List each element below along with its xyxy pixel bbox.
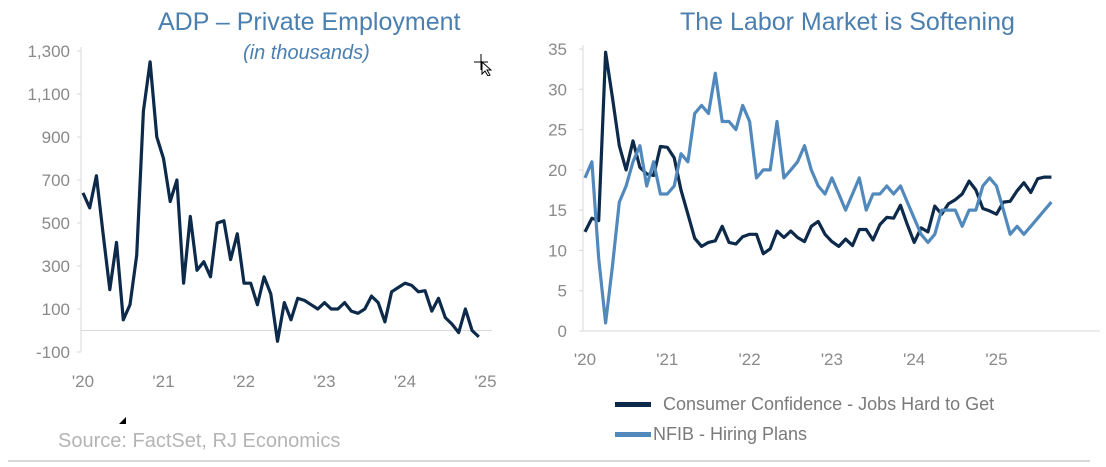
move-cursor-icon [474, 54, 492, 76]
y-tick-label: 300 [42, 257, 70, 276]
x-tick-label: '23 [821, 350, 843, 369]
legend-item-jobs-hard-to-get: Consumer Confidence - Jobs Hard to Get [615, 394, 994, 415]
legend-swatch-dark [615, 402, 651, 407]
y-tick-label: 500 [42, 214, 70, 233]
y-tick-label: 25 [548, 121, 567, 140]
y-tick-label: 5 [558, 282, 567, 301]
y-tick-label: 0 [558, 322, 567, 341]
series-line-0-0 [81, 60, 480, 343]
x-tick-label: '22 [739, 350, 761, 369]
x-tick-label: '20 [574, 350, 596, 369]
x-tick-label: '21 [656, 350, 678, 369]
x-tick-label: '25 [985, 350, 1007, 369]
legend-swatch-light [615, 432, 651, 437]
x-tick-label: '22 [233, 372, 255, 391]
right-chart-title: The Labor Market is Softening [680, 8, 1015, 36]
legend-label: NFIB - Hiring Plans [653, 424, 808, 444]
x-tick-label: '23 [313, 372, 335, 391]
y-tick-label: 900 [42, 128, 70, 147]
legend-label: Consumer Confidence - Jobs Hard to Get [663, 394, 995, 414]
x-tick-label: '21 [152, 372, 174, 391]
y-tick-label: 700 [42, 171, 70, 190]
y-tick-label: -100 [36, 343, 70, 362]
series-line-1-0 [583, 50, 1052, 256]
y-tick-label: 20 [548, 161, 567, 180]
series-line-1-1 [583, 71, 1053, 325]
x-tick-label: '24 [394, 372, 416, 391]
left-chart-subtitle: (in thousands) [243, 42, 370, 64]
y-tick-label: 100 [42, 300, 70, 319]
x-tick-label: '20 [72, 372, 94, 391]
left-chart-title: ADP – Private Employment [158, 8, 461, 36]
y-tick-label: 30 [548, 80, 567, 99]
source-note: Source: FactSet, RJ Economics [58, 430, 341, 452]
x-tick-label: '24 [903, 350, 925, 369]
legend-item-nfib-hiring-plans: NFIB - Hiring Plans [615, 424, 807, 445]
bottom-divider [8, 460, 1090, 462]
y-tick-label: 35 [548, 40, 567, 59]
y-tick-label: 10 [548, 241, 567, 260]
y-tick-label: 1,100 [27, 85, 70, 104]
y-tick-label: 15 [548, 201, 567, 220]
x-tick-label: '25 [474, 372, 496, 391]
y-tick-label: 1,300 [27, 42, 70, 61]
resize-handle-icon [119, 417, 126, 424]
